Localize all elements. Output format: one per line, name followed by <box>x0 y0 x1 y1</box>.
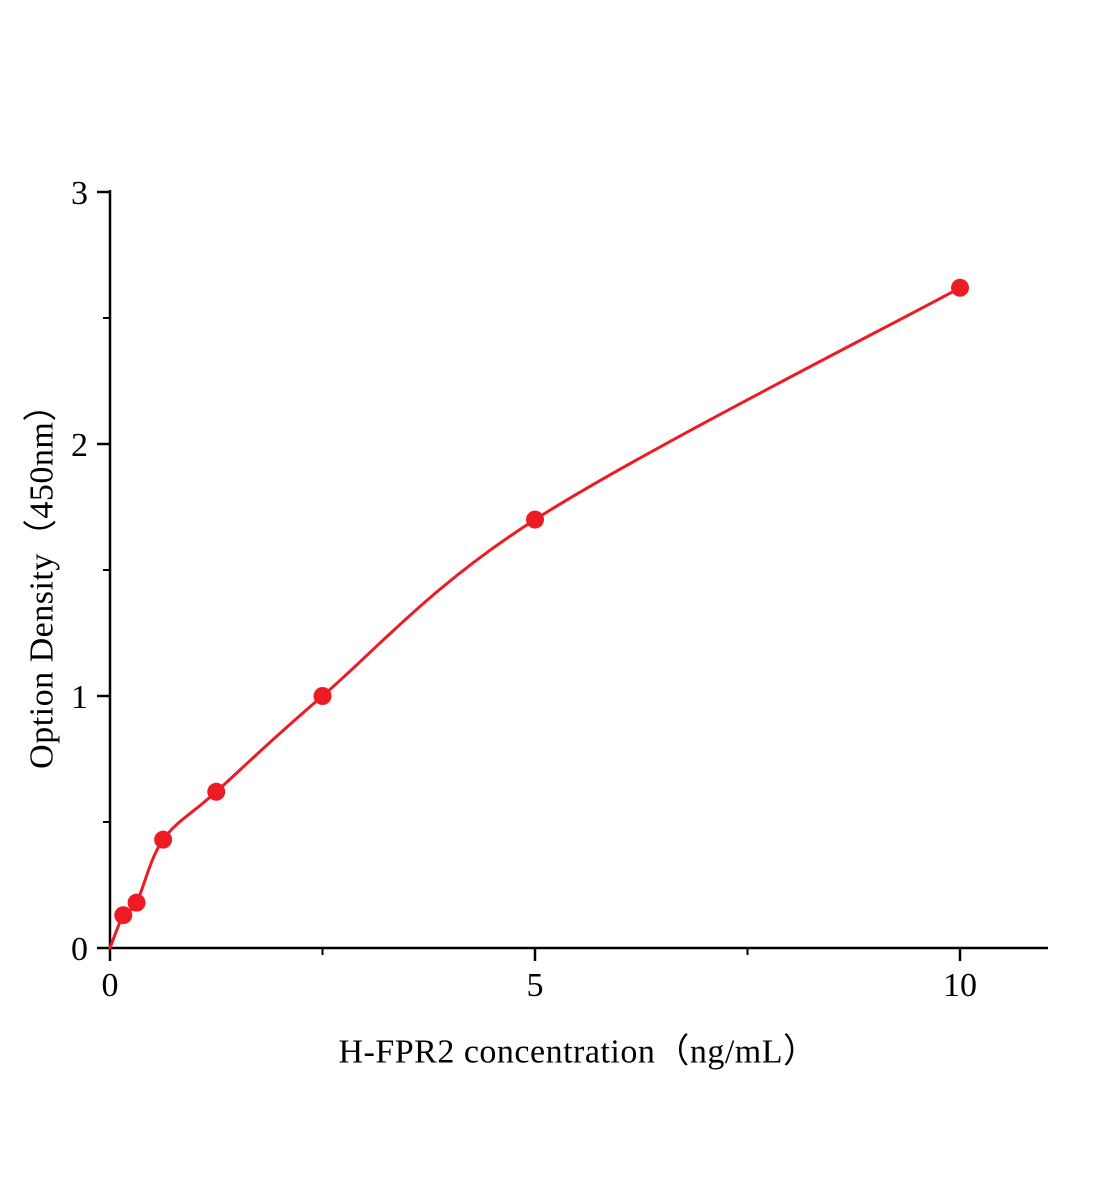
data-point <box>951 278 969 297</box>
data-point <box>154 830 173 849</box>
y-tick-label: 0 <box>71 931 88 968</box>
fit-curve <box>108 286 962 950</box>
data-point <box>127 893 146 912</box>
x-tick-label: 0 <box>102 967 119 1004</box>
y-tick-label: 2 <box>71 427 88 464</box>
y-tick-label: 3 <box>71 175 88 212</box>
data-point <box>207 782 226 801</box>
y-axis-title: Option Density（450nm） <box>23 387 61 769</box>
data-point <box>313 687 332 705</box>
x-tick-label: 5 <box>527 967 544 1004</box>
data-point <box>114 906 133 925</box>
data-point <box>526 510 544 529</box>
y-tick-label: 1 <box>71 679 88 716</box>
x-tick-label: 10 <box>943 967 977 1004</box>
x-axis-title: H-FPR2 concentration（ng/mL） <box>338 1033 818 1071</box>
